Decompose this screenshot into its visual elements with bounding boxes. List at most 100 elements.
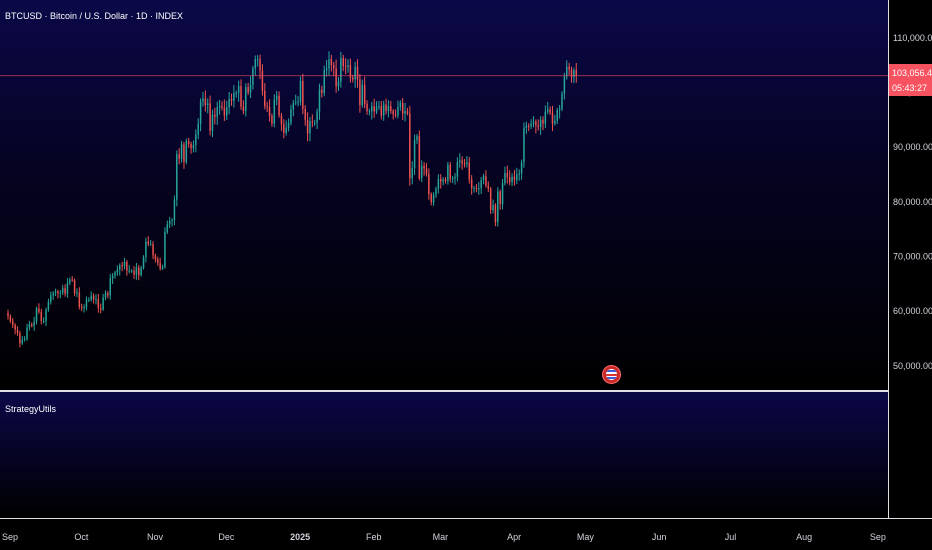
candle[interactable] [111, 273, 114, 284]
candle[interactable] [133, 266, 135, 280]
candle[interactable] [42, 317, 45, 324]
candle[interactable] [501, 179, 504, 210]
candle[interactable] [88, 297, 90, 303]
candle[interactable] [7, 309, 9, 320]
candle[interactable] [126, 259, 128, 276]
candle[interactable] [83, 304, 85, 313]
candle[interactable] [278, 91, 280, 118]
candle[interactable] [378, 101, 380, 110]
candle[interactable] [195, 129, 197, 153]
candle[interactable] [59, 290, 62, 299]
candle[interactable] [228, 92, 230, 115]
candle[interactable] [261, 64, 264, 96]
indicator-pane[interactable] [0, 392, 888, 518]
candle[interactable] [152, 241, 154, 260]
candle[interactable] [371, 101, 373, 120]
pane-separator[interactable] [0, 390, 888, 392]
candle[interactable] [266, 101, 268, 113]
candle[interactable] [316, 108, 318, 130]
candle[interactable] [256, 55, 259, 67]
candle[interactable] [394, 109, 397, 118]
candle[interactable] [416, 134, 418, 144]
candle[interactable] [302, 73, 304, 115]
candle[interactable] [140, 265, 142, 277]
candle[interactable] [497, 187, 499, 227]
candlestick-chart[interactable] [0, 0, 888, 390]
candle[interactable] [397, 100, 399, 119]
candle[interactable] [280, 112, 283, 131]
candle[interactable] [487, 181, 490, 193]
candle[interactable] [304, 105, 306, 126]
candle[interactable] [425, 163, 428, 177]
candle[interactable] [130, 269, 133, 273]
candle[interactable] [268, 99, 271, 122]
candle[interactable] [218, 99, 221, 115]
candle[interactable] [492, 199, 494, 214]
candle[interactable] [442, 177, 444, 186]
candle[interactable] [73, 278, 76, 297]
candle[interactable] [264, 83, 266, 110]
candle[interactable] [35, 306, 38, 325]
candle[interactable] [173, 195, 176, 226]
indicator-title[interactable]: StrategyUtils [5, 404, 57, 414]
candle[interactable] [311, 114, 314, 128]
candle[interactable] [554, 114, 556, 126]
candle[interactable] [368, 108, 371, 116]
candle[interactable] [527, 123, 530, 132]
candle[interactable] [499, 189, 501, 210]
candle[interactable] [428, 168, 430, 200]
candle[interactable] [480, 177, 482, 194]
candle[interactable] [470, 175, 473, 195]
candle[interactable] [176, 150, 178, 207]
candle[interactable] [385, 98, 387, 115]
candle[interactable] [468, 157, 471, 184]
candle[interactable] [69, 277, 71, 286]
candle[interactable] [359, 74, 361, 113]
candle[interactable] [259, 54, 261, 80]
candle[interactable] [275, 90, 278, 106]
candle[interactable] [549, 106, 551, 115]
candle[interactable] [273, 94, 276, 128]
candle[interactable] [537, 119, 539, 131]
candle[interactable] [290, 104, 292, 126]
candle[interactable] [92, 293, 95, 304]
candle[interactable] [119, 263, 121, 276]
candle[interactable] [216, 101, 218, 125]
candle[interactable] [466, 156, 468, 168]
candle[interactable] [568, 62, 570, 76]
candle[interactable] [309, 117, 311, 142]
candle[interactable] [97, 294, 100, 313]
candle[interactable] [392, 108, 394, 120]
candle[interactable] [451, 175, 454, 183]
candle[interactable] [332, 61, 335, 76]
candle[interactable] [168, 216, 171, 228]
candle[interactable] [40, 308, 43, 325]
candle[interactable] [337, 77, 340, 91]
candle[interactable] [233, 85, 235, 108]
candle[interactable] [482, 173, 485, 185]
candle[interactable] [454, 173, 456, 185]
candle[interactable] [271, 113, 273, 127]
candle[interactable] [109, 273, 111, 300]
candle[interactable] [328, 51, 330, 76]
candle[interactable] [159, 257, 161, 271]
candle[interactable] [31, 322, 33, 328]
candle[interactable] [380, 100, 383, 120]
candle[interactable] [544, 105, 547, 129]
candle[interactable] [154, 253, 157, 263]
candle[interactable] [489, 186, 492, 215]
candle[interactable] [513, 169, 516, 186]
candle[interactable] [180, 140, 183, 163]
candle[interactable] [121, 261, 123, 272]
candle[interactable] [306, 112, 309, 142]
candle[interactable] [344, 58, 347, 75]
candle[interactable] [494, 203, 497, 227]
candle[interactable] [518, 169, 520, 181]
candle[interactable] [418, 130, 421, 181]
candle[interactable] [387, 100, 390, 118]
candle[interactable] [47, 298, 50, 312]
candle[interactable] [330, 54, 333, 72]
candle[interactable] [80, 303, 83, 312]
candle[interactable] [463, 159, 466, 168]
candle[interactable] [66, 278, 69, 298]
